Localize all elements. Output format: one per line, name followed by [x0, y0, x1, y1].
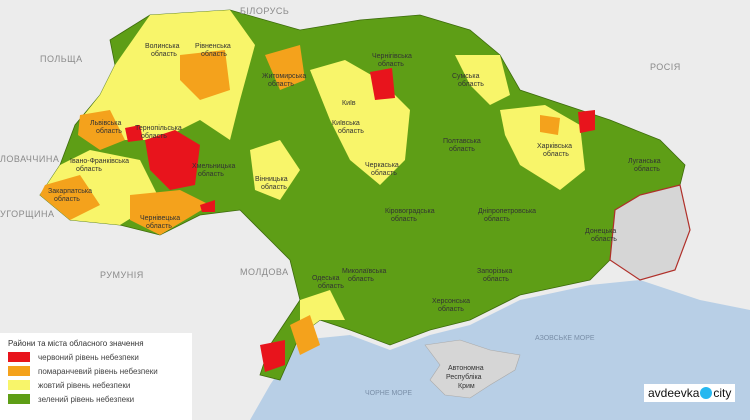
- oblast-label: Дніпропетровська область: [478, 207, 536, 223]
- oblast-label: Черкаська область: [365, 162, 399, 177]
- label-slovakia: ЛОВАЧЧИНА: [0, 154, 59, 164]
- oblast-labels: Волинська область Рівненська область Житомир…: [48, 42, 661, 313]
- red-zones: [125, 68, 595, 372]
- oblast-label: Сумська область: [452, 73, 484, 88]
- oblast-label: Київська область: [332, 120, 364, 135]
- logo-dot-icon: [700, 387, 713, 399]
- swatch-orange: [8, 366, 30, 376]
- oblast-label: Волинська область: [145, 43, 180, 58]
- oblast-label: Луганська область: [628, 158, 661, 173]
- oblast-label: Одеська область: [312, 275, 344, 290]
- orange-zones: [40, 45, 560, 355]
- oblast-label: Запорізька область: [477, 267, 512, 283]
- oblast-label: Рівненська область: [195, 42, 231, 58]
- oblast-label: Донецька область: [585, 228, 617, 243]
- label-russia: РОСІЯ: [650, 62, 681, 72]
- label-belarus: БІЛОРУСЬ: [240, 6, 289, 16]
- oblast-label: Чернівецька область: [140, 214, 180, 230]
- oblast-label: Хмельницька область: [192, 163, 236, 178]
- svg-text:Автономна: Автономна: [448, 365, 484, 372]
- crimea-label: Автономна Республіка Крим: [446, 365, 484, 390]
- legend-title: Райони та міста обласного значення: [8, 339, 144, 348]
- oblast-label: Тернопільська область: [135, 124, 182, 140]
- watermark-logo: avdeevka city: [644, 384, 736, 402]
- svg-text:Крим: Крим: [458, 383, 475, 390]
- oblast-label: Кіровоградська область: [385, 207, 435, 223]
- label-poland: ПОЛЬЩА: [40, 54, 83, 64]
- oblast-label: Львівська область: [90, 119, 122, 135]
- crimea-region: [424, 339, 521, 399]
- label-black-sea: ЧОРНЕ МОРЕ: [365, 390, 412, 397]
- occupied-donbas: [609, 184, 691, 281]
- oblast-label: Миколаївська область: [342, 268, 387, 283]
- legend-item-green: зелений рівень небезпеки: [8, 394, 186, 404]
- oblast-label: Житомирська область: [262, 73, 306, 88]
- label-azov-sea: АЗОВСЬКЕ МОРЕ: [535, 335, 595, 342]
- sea: [250, 280, 750, 420]
- oblast-label: Івано-Франківська область: [70, 157, 129, 173]
- oblast-label: Вінницька область: [255, 175, 288, 191]
- svg-text:Республіка: Республіка: [446, 373, 482, 381]
- legend-item-yellow: жовтий рівень небезпеки: [8, 380, 186, 390]
- oblast-label: Харківська область: [537, 142, 572, 158]
- oblast-label: Закарпатська область: [48, 188, 92, 203]
- label-hungary: УГОРЩИНА: [0, 209, 55, 219]
- oblast-label: Полтавська область: [443, 138, 481, 153]
- swatch-red: [8, 352, 30, 362]
- label-romania: РУМУНІЯ: [100, 270, 144, 280]
- label-moldova: МОЛДОВА: [240, 267, 289, 277]
- swatch-yellow: [8, 380, 30, 390]
- legend-item-red: червоний рівень небезпеки: [8, 352, 186, 362]
- swatch-green: [8, 394, 30, 404]
- oblast-label: Херсонська область: [432, 298, 470, 313]
- oblast-label: Чернігівська область: [372, 52, 412, 68]
- oblast-label: Київ: [342, 100, 356, 107]
- legend-item-orange: помаранчевий рівень небезпеки: [8, 366, 186, 376]
- legend: Райони та міста обласного значення черво…: [0, 333, 192, 420]
